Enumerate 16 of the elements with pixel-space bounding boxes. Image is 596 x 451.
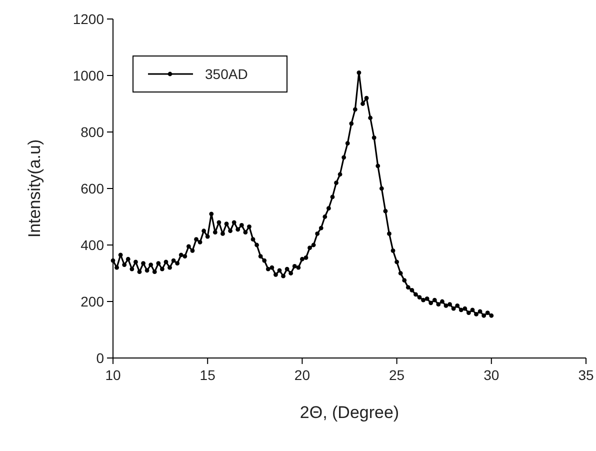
y-tick-label: 600 [80,180,104,196]
y-tick-label: 1200 [72,11,104,27]
x-tick-label: 30 [484,367,500,383]
y-axis-title: Intensity(a.u) [25,139,44,238]
x-tick-label: 10 [105,367,121,383]
y-tick-label: 400 [80,237,104,253]
y-tick-label: 200 [80,294,104,310]
y-tick-label: 1000 [72,68,104,84]
y-tick-label: 800 [80,124,104,140]
x-tick-label: 15 [200,367,216,383]
x-axis-title: 2Θ, (Degree) [300,403,400,422]
legend-label: 350AD [205,66,248,82]
y-tick-label: 0 [96,350,104,366]
x-tick-label: 25 [389,367,405,383]
x-tick-label: 20 [294,367,310,383]
x-tick-label: 35 [578,367,594,383]
